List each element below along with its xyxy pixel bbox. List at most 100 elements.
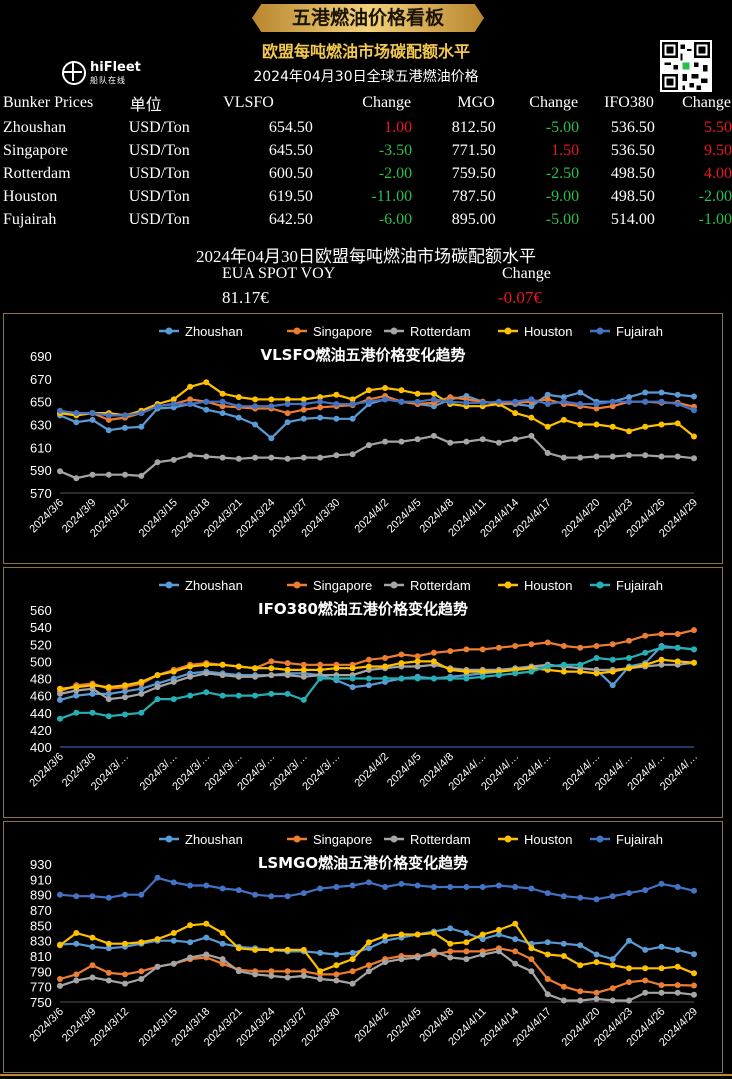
y-tick-label: 610 <box>30 440 52 455</box>
data-point <box>138 685 145 692</box>
legend-label: Houston <box>524 578 572 593</box>
data-point <box>89 709 96 716</box>
data-point <box>284 410 291 417</box>
data-point <box>284 672 291 679</box>
data-point <box>609 962 616 969</box>
data-point <box>105 427 112 434</box>
data-point <box>235 414 242 421</box>
data-point <box>105 894 112 901</box>
data-point <box>414 653 421 660</box>
data-point <box>642 887 649 894</box>
data-point <box>187 383 194 390</box>
y-tick-label: 440 <box>30 706 52 721</box>
data-point <box>57 715 63 722</box>
data-point <box>544 991 551 998</box>
data-point <box>73 930 80 936</box>
series-houston <box>57 920 697 977</box>
data-point <box>642 649 649 656</box>
data-point <box>495 398 502 405</box>
legend-label: Fujairah <box>616 578 663 593</box>
data-point <box>317 976 324 982</box>
data-point <box>560 997 567 1004</box>
legend-item-rotterdam: Rotterdam <box>384 324 471 339</box>
data-point <box>674 658 681 665</box>
data-point <box>284 893 291 900</box>
data-point <box>691 393 697 400</box>
data-point <box>593 655 600 661</box>
data-point <box>89 416 96 423</box>
data-point <box>674 982 681 989</box>
data-point <box>658 631 665 637</box>
y-tick-label: 770 <box>30 980 52 995</box>
legend-marker <box>596 327 604 335</box>
data-point <box>382 655 389 661</box>
data-point <box>658 398 665 405</box>
data-point <box>138 709 145 716</box>
data-point <box>333 962 340 969</box>
data-point <box>365 663 372 670</box>
data-point <box>577 661 584 668</box>
vlsfo-change: -3.50 <box>378 141 413 159</box>
data-point <box>609 668 616 675</box>
data-point <box>317 949 324 956</box>
legend-label: Zhoushan <box>185 832 243 847</box>
data-point <box>414 882 421 889</box>
legend-label: Fujairah <box>616 324 663 339</box>
x-tick-label: 2024/3/6 <box>27 751 66 790</box>
mgo-price: 895.00 <box>451 210 496 228</box>
data-point <box>398 880 405 887</box>
data-point <box>626 665 632 672</box>
data-point <box>447 954 454 961</box>
data-point <box>382 884 389 890</box>
legend-label: Singapore <box>313 832 372 847</box>
unit: USD/Ton <box>128 164 190 182</box>
data-point <box>268 946 275 953</box>
col-header: Change <box>682 94 731 111</box>
data-point <box>333 884 340 890</box>
data-point <box>138 472 145 479</box>
data-point <box>512 643 519 649</box>
data-point <box>560 454 567 461</box>
data-point <box>512 410 519 417</box>
legend-marker <box>504 581 512 589</box>
data-point <box>268 658 275 665</box>
mgo-change: -2.50 <box>545 164 580 182</box>
legend-item-houston: Houston <box>498 324 572 339</box>
data-point <box>105 969 112 976</box>
data-point <box>235 887 242 894</box>
x-tick-label: 2024/4/5 <box>385 1006 424 1045</box>
legend-item-fujairah: Fujairah <box>590 832 663 847</box>
data-point <box>284 401 291 407</box>
data-point <box>430 432 437 439</box>
vlsfo-chart-panel: Zhoushan Singapore Rotterdam Houston Fujaira… <box>3 313 723 564</box>
series-line-zhoushan <box>59 927 695 961</box>
data-point <box>122 424 128 431</box>
data-point <box>203 453 210 460</box>
data-point <box>398 387 405 394</box>
data-point <box>300 972 307 979</box>
mgo-change: -5.00 <box>545 210 580 228</box>
port-name: Houston <box>3 187 58 205</box>
legend-marker <box>165 835 173 843</box>
data-point <box>593 401 600 407</box>
data-point <box>73 692 80 699</box>
data-point <box>642 632 649 639</box>
legend-item-zhoushan: Zhoushan <box>159 324 243 339</box>
data-point <box>577 389 584 396</box>
y-tick-label: 570 <box>30 486 52 501</box>
data-point <box>626 398 632 405</box>
data-point <box>154 963 161 970</box>
data-point <box>626 428 632 435</box>
data-point <box>219 661 226 668</box>
y-tick-label: 690 <box>30 349 52 364</box>
data-point <box>398 438 405 445</box>
legend-label: Rotterdam <box>410 578 471 593</box>
data-point <box>658 982 665 989</box>
data-point <box>300 696 307 703</box>
data-point <box>317 454 324 461</box>
data-point <box>317 661 324 668</box>
data-point <box>544 450 551 456</box>
data-point <box>577 401 584 407</box>
data-point <box>122 711 128 718</box>
data-point <box>382 675 389 682</box>
